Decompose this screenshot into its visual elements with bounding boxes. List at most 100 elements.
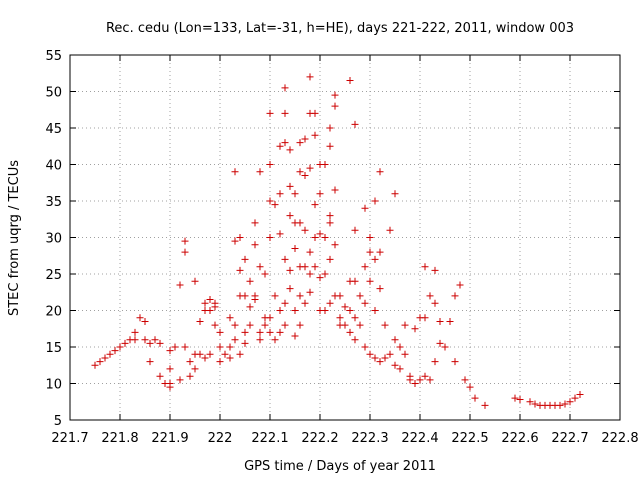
data-point	[296, 139, 304, 147]
data-point	[131, 336, 139, 344]
data-point	[306, 288, 314, 296]
data-point	[251, 219, 259, 227]
data-point	[226, 343, 234, 351]
y-axis-label: STEC from uqrg / TECUs	[7, 160, 22, 316]
data-point	[226, 314, 234, 322]
data-point	[256, 328, 264, 336]
data-point	[316, 230, 324, 238]
data-point	[561, 400, 569, 408]
data-point	[271, 292, 279, 300]
data-point	[396, 343, 404, 351]
data-point	[276, 307, 284, 314]
data-point	[266, 328, 274, 336]
data-point	[511, 394, 519, 402]
data-point	[301, 263, 309, 271]
x-tick-label: 221.9	[151, 431, 188, 446]
data-point	[366, 248, 374, 256]
x-tick-label: 222.7	[551, 431, 588, 446]
data-point	[526, 398, 534, 406]
data-point	[371, 307, 379, 314]
data-point	[346, 77, 354, 85]
data-point	[436, 339, 444, 347]
data-point	[231, 168, 239, 176]
data-point	[296, 321, 304, 329]
data-point	[206, 350, 214, 358]
data-point	[431, 299, 439, 307]
data-point	[306, 270, 314, 278]
x-tick-label: 222.3	[351, 431, 388, 446]
data-point	[171, 343, 179, 351]
data-point	[166, 380, 174, 387]
data-point	[301, 135, 309, 143]
data-point	[341, 303, 349, 311]
data-point	[346, 307, 354, 314]
data-point	[321, 161, 329, 168]
data-point	[156, 372, 164, 380]
data-point	[281, 139, 289, 147]
data-point	[436, 317, 444, 325]
data-point	[211, 321, 219, 329]
data-point	[141, 317, 149, 325]
data-point	[261, 270, 269, 278]
data-point	[576, 390, 584, 398]
data-point	[351, 226, 359, 234]
x-tick-label: 222	[208, 431, 233, 446]
data-point	[246, 277, 254, 285]
data-point	[206, 296, 214, 304]
data-point	[351, 314, 359, 322]
data-point	[191, 365, 199, 373]
data-point	[356, 321, 364, 329]
data-point	[256, 336, 264, 344]
data-point	[431, 358, 439, 366]
data-point	[231, 237, 239, 245]
data-point	[421, 263, 429, 271]
data-point	[566, 398, 574, 406]
data-point	[301, 171, 309, 179]
data-point	[396, 365, 404, 373]
y-tick-label: 40	[45, 159, 62, 174]
data-point	[216, 343, 224, 351]
data-point	[146, 339, 154, 347]
data-point	[471, 394, 479, 402]
data-point	[266, 197, 274, 205]
data-point	[456, 281, 464, 289]
data-point	[336, 292, 344, 300]
data-point	[296, 219, 304, 227]
data-point	[221, 350, 229, 358]
data-point	[306, 73, 314, 81]
x-tick-label: 222.6	[501, 431, 538, 446]
x-axis-label: GPS time / Days of year 2011	[244, 459, 436, 474]
data-point	[236, 266, 244, 274]
data-point	[136, 314, 144, 322]
data-point	[466, 383, 474, 391]
data-points	[91, 73, 584, 409]
data-point	[261, 321, 269, 329]
data-point	[286, 182, 294, 190]
x-tick-label: 221.8	[101, 431, 138, 446]
data-point	[201, 299, 209, 307]
data-point	[296, 292, 304, 300]
data-point	[326, 299, 334, 307]
data-point	[156, 339, 164, 347]
data-point	[361, 299, 369, 307]
data-point	[441, 343, 449, 351]
y-tick-label: 5	[54, 414, 62, 429]
data-point	[291, 307, 299, 314]
data-point	[266, 314, 274, 322]
data-point	[131, 328, 139, 336]
y-tick-label: 45	[45, 122, 62, 137]
data-point	[231, 321, 239, 329]
data-point	[91, 361, 99, 369]
y-tick-label: 15	[45, 341, 62, 356]
y-tick-label: 30	[45, 232, 62, 247]
data-point	[316, 274, 324, 282]
y-tick-label: 50	[45, 86, 62, 101]
data-point	[301, 299, 309, 307]
data-point	[401, 321, 409, 329]
data-point	[351, 277, 359, 285]
data-point	[256, 263, 264, 271]
data-point	[296, 168, 304, 176]
plot-frame	[69, 54, 621, 421]
data-point	[376, 358, 384, 366]
data-point	[311, 263, 319, 271]
